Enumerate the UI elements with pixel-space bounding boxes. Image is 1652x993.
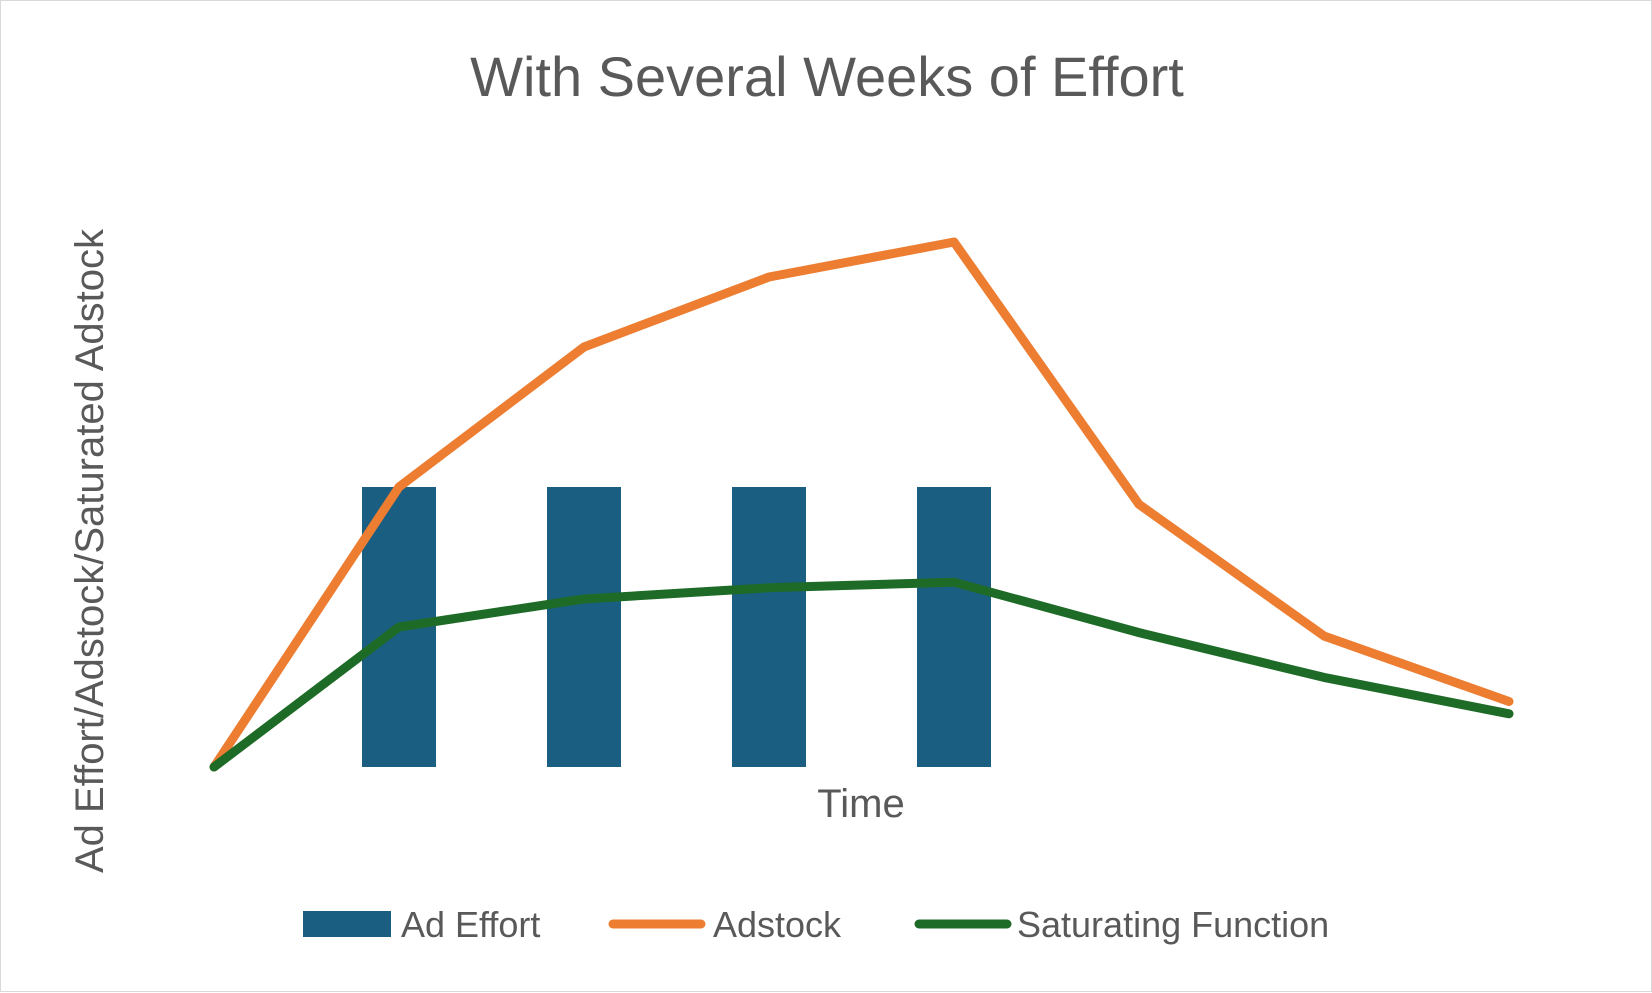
legend-label-ad-effort: Ad Effort xyxy=(401,904,540,945)
x-axis-label: Time xyxy=(817,782,904,826)
ad-effort-bar-4 xyxy=(917,487,991,767)
legend-label-adstock: Adstock xyxy=(713,904,842,945)
legend-swatch-ad-effort xyxy=(303,911,391,937)
y-axis-label: Ad Effort/Adstock/Saturated Adstock xyxy=(68,228,112,873)
saturating-function-line xyxy=(209,577,1514,772)
ad-effort-bar-3 xyxy=(732,487,806,767)
adstock-line xyxy=(209,237,1514,772)
legend: Ad Effort Adstock Saturating Function xyxy=(303,904,1329,945)
legend-label-saturating-function: Saturating Function xyxy=(1017,904,1329,945)
plot-area xyxy=(209,237,1514,772)
chart-title: With Several Weeks of Effort xyxy=(470,45,1184,108)
ad-effort-bar-2 xyxy=(547,487,621,767)
